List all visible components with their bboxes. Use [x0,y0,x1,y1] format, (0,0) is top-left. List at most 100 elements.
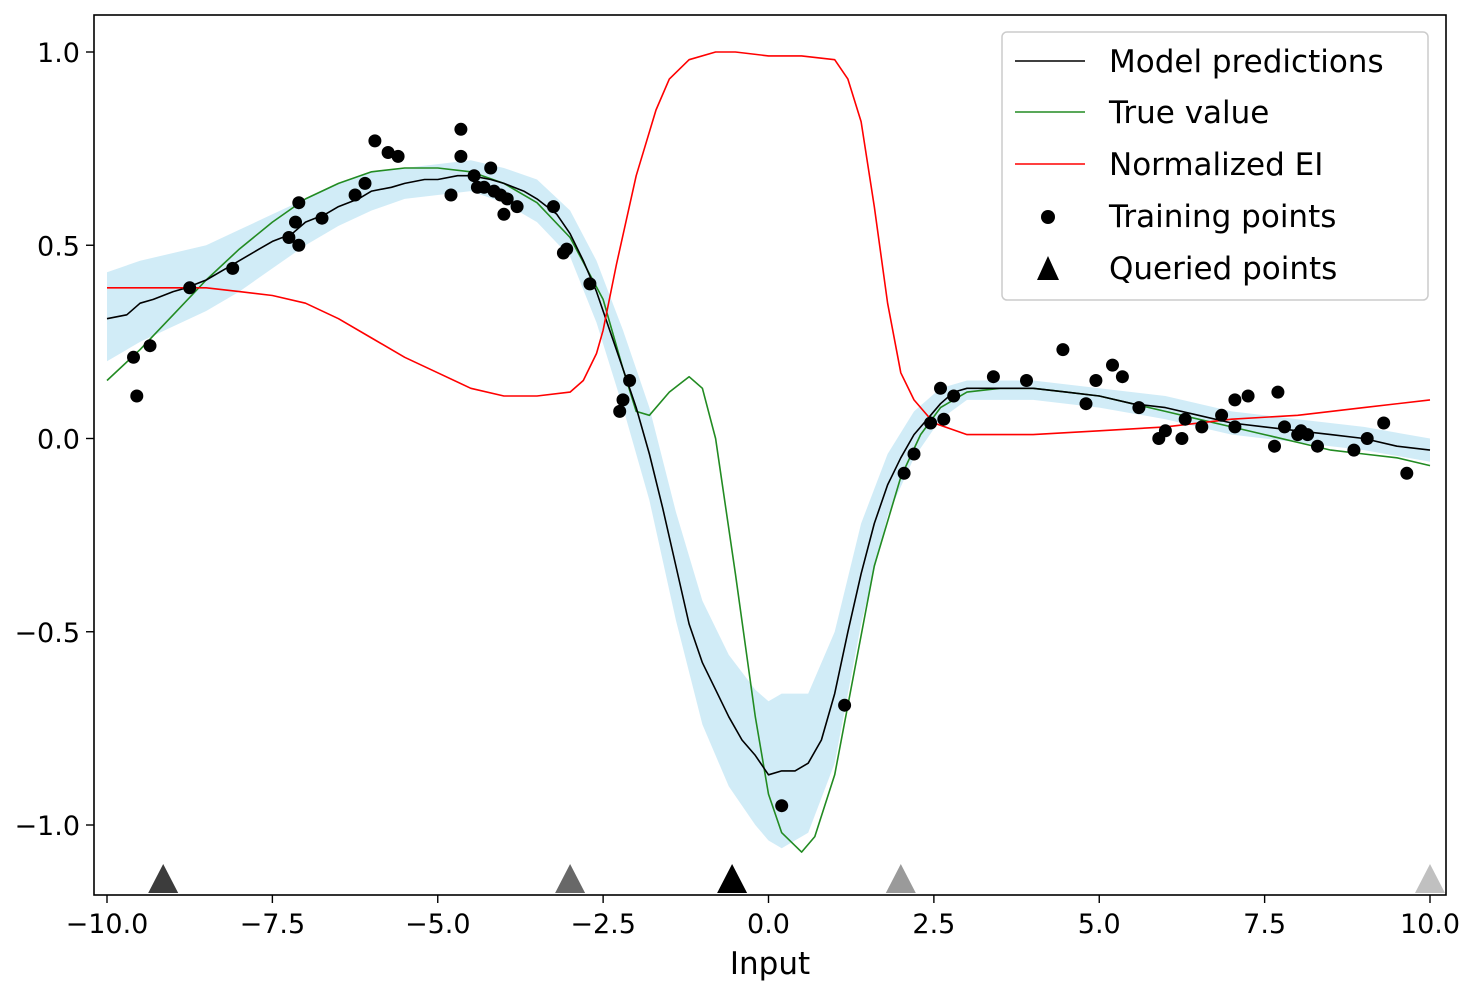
training-point [1020,374,1033,387]
y-tick-label: 0.0 [37,425,80,456]
y-tick-label: −1.0 [14,811,80,842]
series-line-normalized-ei [107,51,1431,436]
legend: Model predictions True value Normalized … [1001,31,1429,301]
training-point [1360,432,1374,445]
training-point [1228,393,1242,407]
training-points-layer [127,122,1414,813]
legend-swatch-queried-points [1037,256,1059,280]
training-point [381,146,395,159]
training-point [1158,424,1172,438]
queried-point-marker [717,864,748,893]
training-point [510,200,524,214]
x-tick-label: 2.5 [912,909,955,940]
training-point [1268,439,1281,453]
x-tick-label: −10.0 [66,909,149,940]
y-tick-label: 1.0 [37,38,80,69]
training-point [616,393,630,407]
x-tick-label: 0.0 [747,909,790,940]
training-point [1400,466,1414,480]
training-point [1271,385,1285,399]
x-tick-label: 7.5 [1243,909,1286,940]
queried-point-marker [555,864,586,893]
training-point [934,381,947,395]
training-point [358,176,372,190]
x-tick-label: 10.0 [1400,909,1460,940]
training-point [143,339,157,353]
training-point [477,180,491,194]
legend-label-queried-points: Queried points [1109,251,1337,287]
x-tick-label: 5.0 [1078,909,1121,940]
training-point [1178,412,1192,426]
training-point [560,242,574,256]
training-point [292,196,306,210]
confidence-band [107,160,1430,849]
queried-points-layer [148,864,1445,893]
legend-label-true-value: True value [1108,95,1269,131]
training-point [1175,432,1189,445]
training-point [1132,401,1146,415]
training-point [924,416,938,430]
training-point [289,215,302,229]
training-point [613,404,627,418]
confidence-band-layer [107,160,1430,849]
training-point [454,149,468,163]
y-tick-label: −0.5 [14,618,80,649]
y-axis: 1.0 0.5 0.0 −0.5 −1.0 [14,38,94,842]
training-point [986,370,1000,384]
legend-label-normalized-ei: Normalized EI [1109,147,1323,183]
training-point [368,134,382,148]
training-point [947,389,961,403]
training-point [315,211,329,225]
legend-label-model-predictions: Model predictions [1109,44,1384,80]
legend-box [1001,31,1429,301]
x-axis: −10.0 −7.5 −5.0 −2.5 0.0 2.5 5.0 7.5 10.0 [66,895,1460,940]
training-point [127,350,140,364]
training-point [1301,428,1315,442]
training-point [226,261,240,275]
series-line-true-value [106,167,1431,853]
training-point [1377,416,1391,430]
training-point [183,281,197,295]
training-point [1347,443,1361,457]
legend-label-training-points: Training points [1108,199,1336,235]
training-point [1115,370,1129,384]
training-point [1311,439,1324,453]
training-point [497,207,511,221]
x-tick-label: −7.5 [240,909,306,940]
series-line-model-predictions [106,174,1431,776]
training-point [444,188,458,202]
queried-point-marker [1415,864,1445,893]
training-point [897,466,911,480]
training-point [1278,420,1291,434]
series-layer [106,51,1431,853]
training-point [1195,420,1209,434]
training-point [282,231,296,244]
training-point [348,188,362,202]
training-point [454,122,468,136]
training-point [623,374,637,387]
training-point [1228,420,1242,434]
y-tick-label: 0.5 [37,231,80,262]
training-point [1106,358,1119,372]
x-tick-label: −5.0 [405,909,471,940]
training-point [467,169,481,183]
training-point [838,698,852,712]
queried-point-marker [148,864,179,893]
training-point [130,389,144,403]
training-point [391,149,405,163]
training-point [1215,408,1229,422]
training-point [775,799,789,813]
plot-frame [93,14,1447,896]
training-point [500,192,514,206]
queried-point-marker [885,864,916,893]
training-point [1089,374,1103,387]
training-point [1056,343,1070,357]
training-point [583,277,597,291]
legend-swatch-training-points [1041,210,1055,224]
x-tick-label: −2.5 [570,909,636,940]
training-point [484,161,498,175]
training-point [547,200,560,214]
training-point [1241,389,1255,403]
training-point [907,447,921,461]
